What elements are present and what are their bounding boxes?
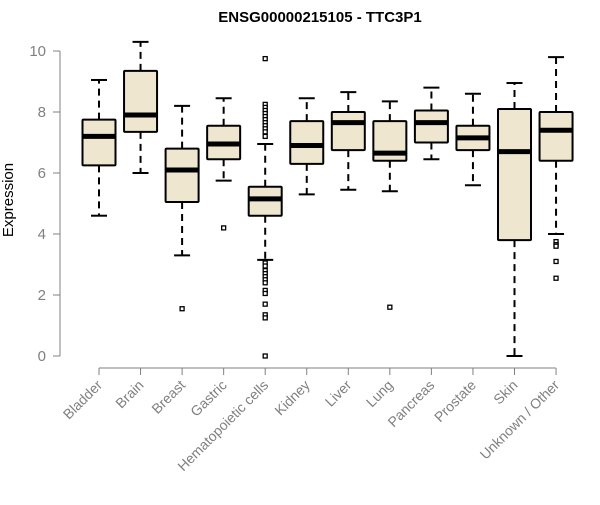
y-tick-label: 4 xyxy=(38,226,46,243)
outlier-point xyxy=(262,263,268,269)
box xyxy=(330,111,366,152)
outlier-point xyxy=(262,353,268,359)
outlier-point xyxy=(179,306,185,312)
x-tick-label: Prostate xyxy=(431,377,479,425)
outlier-point xyxy=(220,225,227,231)
box xyxy=(289,120,325,165)
y-tick-label: 0 xyxy=(38,348,46,365)
y-axis-label: Expression xyxy=(0,163,17,237)
x-tick-label: Breast xyxy=(148,377,188,417)
box xyxy=(413,109,449,144)
outlier-point xyxy=(553,243,559,249)
box xyxy=(538,111,574,162)
x-tick-label: Unknown / Other xyxy=(477,377,563,463)
x-tick-label: Skin xyxy=(490,377,521,408)
outlier-point xyxy=(262,301,268,307)
x-tick-label: Liver xyxy=(322,377,355,410)
x-tick-label: Brain xyxy=(112,377,146,411)
y-tick-label: 2 xyxy=(38,287,46,304)
box xyxy=(497,107,532,242)
x-tick-label: Lung xyxy=(363,377,396,410)
y-tick-label: 6 xyxy=(38,165,46,182)
box xyxy=(164,147,200,203)
outlier-point xyxy=(262,55,268,62)
outlier-point xyxy=(262,129,268,135)
outlier-point xyxy=(262,280,268,286)
outlier-point xyxy=(553,258,559,265)
outlier-point xyxy=(262,133,268,140)
x-tick-label: Bladder xyxy=(60,377,106,423)
chart-title: ENSG00000215105 - TTC3P1 xyxy=(218,9,421,26)
outlier-point xyxy=(387,304,393,310)
outlier-point xyxy=(262,290,268,297)
box xyxy=(81,118,117,167)
y-tick-label: 8 xyxy=(38,104,46,121)
x-tick-label: Kidney xyxy=(271,377,313,419)
outlier-point xyxy=(553,275,559,281)
box xyxy=(123,69,159,133)
y-tick-label: 10 xyxy=(29,43,46,60)
outlier-point xyxy=(262,315,268,321)
